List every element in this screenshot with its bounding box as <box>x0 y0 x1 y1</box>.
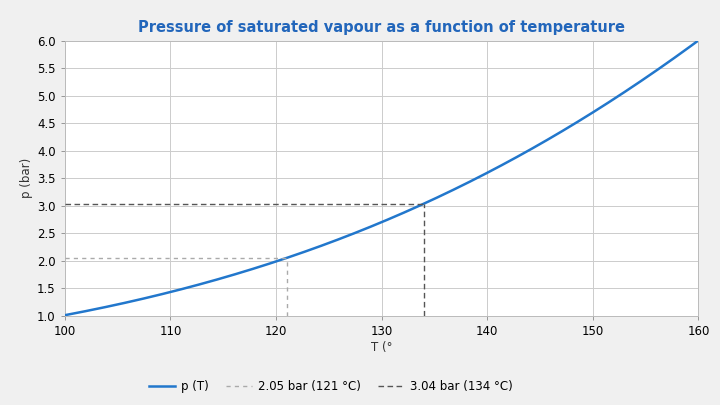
Y-axis label: p (bar): p (bar) <box>20 158 33 198</box>
Title: Pressure of saturated vapour as a function of temperature: Pressure of saturated vapour as a functi… <box>138 20 625 35</box>
X-axis label: T (°: T (° <box>371 341 392 354</box>
Legend: p (T), 2.05 bar (121 °C), 3.04 bar (134 °C): p (T), 2.05 bar (121 °C), 3.04 bar (134 … <box>144 376 518 398</box>
